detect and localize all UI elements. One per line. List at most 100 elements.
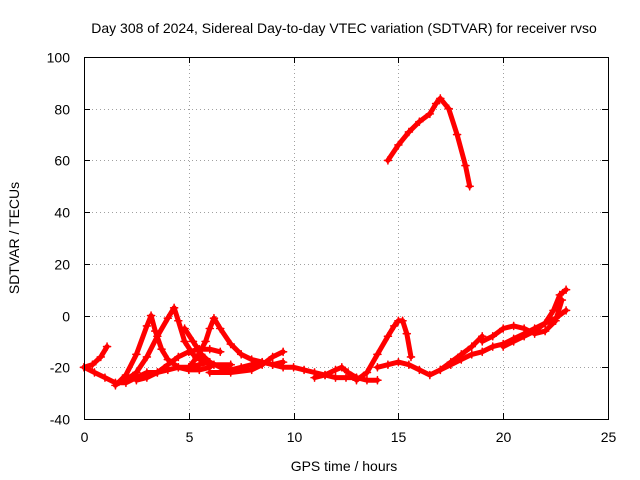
series-sat-c	[111, 311, 215, 390]
data-point	[467, 350, 477, 359]
data-point	[383, 156, 393, 165]
y-tick-label: 40	[54, 205, 70, 221]
data-point	[163, 360, 173, 369]
data-point	[184, 362, 194, 372]
data-point	[446, 360, 456, 369]
y-tick-label: 20	[54, 257, 70, 273]
data-point	[201, 337, 210, 346]
data-point	[465, 181, 474, 191]
data-point	[488, 331, 498, 341]
data-point	[205, 324, 215, 333]
data-point	[194, 365, 204, 375]
y-tick-label: 60	[54, 153, 70, 169]
data-point	[310, 373, 319, 382]
data-point	[331, 373, 340, 382]
data-point	[163, 313, 173, 323]
data-point	[174, 352, 183, 362]
y-tick-label: -20	[50, 360, 70, 376]
data-point	[561, 306, 571, 315]
data-point	[111, 381, 120, 390]
x-tick-label: 15	[391, 429, 407, 445]
data-point	[555, 290, 565, 300]
data-point	[184, 347, 194, 357]
data-point	[519, 324, 529, 333]
data-point	[467, 342, 477, 351]
data-point	[215, 324, 225, 333]
data-point	[549, 306, 558, 315]
data-point	[488, 342, 498, 351]
data-point	[132, 350, 141, 359]
data-point	[142, 373, 152, 382]
data-point	[352, 375, 361, 385]
data-point	[278, 362, 288, 372]
data-point	[509, 337, 518, 346]
data-point	[389, 321, 399, 331]
data-point	[88, 360, 97, 369]
data-point	[398, 316, 407, 326]
data-point	[362, 368, 372, 377]
x-axis-label: GPS time / hours	[291, 458, 398, 474]
data-point	[456, 355, 466, 364]
series-sat-m	[383, 94, 474, 191]
data-point	[341, 373, 351, 382]
plot-frame	[84, 57, 609, 420]
series-sat-j	[310, 362, 361, 382]
data-point	[436, 365, 445, 375]
series-track	[500, 287, 569, 350]
data-point	[132, 368, 141, 377]
data-point	[415, 365, 424, 375]
grid	[84, 57, 608, 419]
data-point	[431, 99, 441, 108]
data-point	[205, 344, 215, 354]
data-point	[540, 319, 550, 328]
x-tick-label: 10	[287, 429, 303, 445]
data-point	[383, 360, 393, 369]
x-tick-label: 25	[601, 429, 617, 445]
data-point	[436, 94, 445, 103]
data-point	[268, 360, 277, 369]
data-point	[192, 352, 202, 362]
data-point	[452, 130, 462, 139]
data-point	[444, 104, 454, 114]
data-point	[394, 357, 403, 367]
data-point	[215, 347, 225, 357]
data-point	[289, 362, 298, 372]
x-tick-label: 5	[186, 429, 194, 445]
data-point	[362, 375, 372, 385]
series-track	[385, 95, 473, 189]
data-point	[236, 350, 246, 359]
data-point	[383, 331, 393, 341]
data-point	[174, 362, 183, 372]
data-point	[320, 370, 330, 380]
data-point	[247, 355, 256, 364]
axis-ticks: 0 5 10 15 20 25 -40 -20 0 20 40 60 80 100	[47, 50, 617, 446]
data-point	[343, 368, 353, 377]
data-point	[226, 339, 236, 349]
y-tick-label: 100	[47, 50, 71, 66]
data-point	[404, 360, 414, 369]
data-point	[509, 321, 518, 331]
data-point	[96, 352, 106, 362]
data-point	[278, 347, 288, 357]
data-point	[373, 375, 382, 385]
series-sat-o	[477, 295, 567, 346]
x-tick-label: 0	[81, 429, 89, 445]
data-point	[132, 375, 141, 385]
y-axis-label: SDTVAR / TECUs	[6, 182, 22, 294]
data-point	[157, 344, 166, 354]
data-point	[153, 368, 162, 377]
y-tick-label: 0	[62, 309, 70, 325]
data-point	[402, 329, 412, 338]
data-point	[257, 360, 267, 369]
data-point	[146, 311, 156, 320]
data-point	[498, 324, 508, 333]
series-sat-h	[205, 347, 288, 377]
data-point	[90, 368, 99, 377]
data-point	[299, 365, 309, 375]
data-point	[331, 365, 340, 375]
y-tick-label: 80	[54, 102, 70, 118]
y-tick-label: -40	[50, 412, 70, 428]
data-point	[215, 362, 225, 372]
series-track	[81, 344, 110, 370]
